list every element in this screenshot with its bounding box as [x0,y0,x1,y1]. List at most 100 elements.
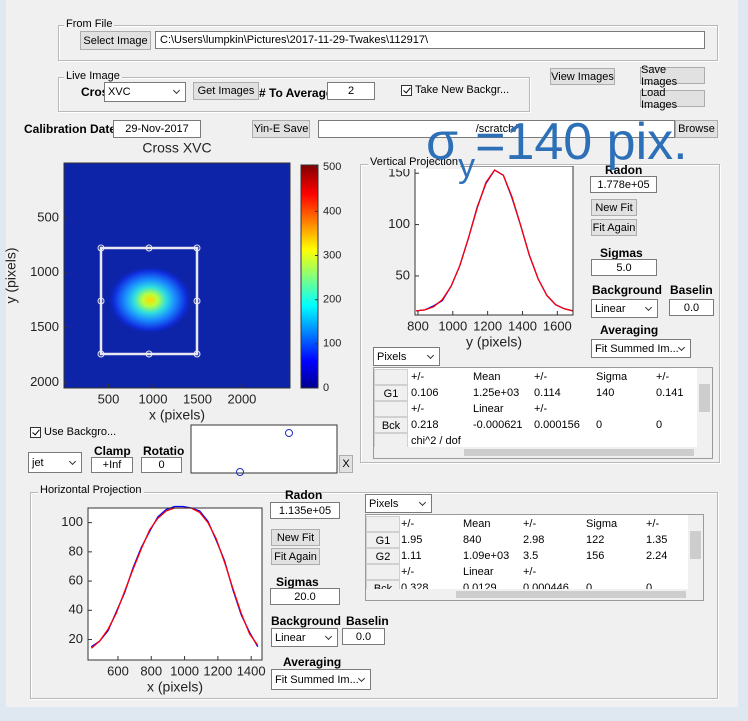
scrollbar[interactable] [688,515,703,600]
y-axis-label: y (pixels) [3,247,19,303]
table-cell: Linear [473,401,532,417]
row-header: G1 [374,385,408,401]
button[interactable]: Fit Again [591,219,637,236]
table-cell: 0 [596,417,654,433]
label: Averaging [283,655,341,669]
dropdown[interactable]: Linear [271,628,338,647]
colorbar [301,165,318,388]
checkbox-label: Use Backgro... [44,426,116,438]
table-cell: +/- [646,516,687,532]
table-cell: 0.000156 [534,417,594,433]
scrollbar[interactable] [697,368,712,458]
row-header [366,516,400,532]
dropdown[interactable]: XVC [104,82,186,102]
y-tick-label: 2000 [30,374,59,389]
row-header: G2 [366,548,400,564]
text-field[interactable]: 0.0 [669,299,714,316]
dropdown[interactable]: Linear [591,299,658,318]
row-header: Bck [374,417,408,433]
dropdown[interactable]: jet [28,452,82,473]
text-field[interactable]: 1.135e+05 [270,502,340,519]
button[interactable]: Get Images [193,82,259,100]
button[interactable]: Yin-E Save [252,120,310,138]
dropdown[interactable]: Pixels [373,347,440,366]
colorbar-tick-label: 100 [323,338,341,350]
table-cell: +/- [534,369,594,385]
label: Background [271,614,341,628]
scrollbar[interactable] [366,589,688,600]
label: Sigmas [600,246,643,260]
button[interactable]: Select Image [80,31,151,50]
table-cell: 1.95 [401,532,461,548]
table-cell: 0.141 [656,385,695,401]
row-header [366,564,400,580]
label: Averaging [600,323,658,337]
mini-plot [191,425,337,473]
checkbox[interactable] [401,85,412,96]
row-header [374,369,408,385]
colorbar-tick-label: 400 [323,205,341,217]
table-cell [586,564,644,580]
text-field[interactable]: 29-Nov-2017 [113,120,201,138]
scrollbar[interactable] [374,447,697,458]
button[interactable]: Fit Again [271,548,320,565]
label: Rotatio [143,444,184,458]
table-cell: 3.5 [523,548,584,564]
label: Sigmas [276,575,319,589]
table-cell: +/- [523,516,584,532]
table-cell: 0.218 [411,417,471,433]
text-field[interactable]: C:\Users\lumpkin\Pictures\2017-11-29-Twa… [155,31,705,49]
table-cell: Mean [463,516,521,532]
table-cell: +/- [534,401,594,417]
colorbar-tick-label: 0 [323,382,329,394]
text-field[interactable]: 1.778e+05 [590,176,657,193]
table-cell: Sigma [586,516,644,532]
table-cell: Linear [463,564,521,580]
table-cell [596,401,654,417]
dropdown[interactable]: Pixels [365,494,432,513]
table-cell: +/- [523,564,584,580]
dropdown[interactable]: Fit Summed Im... [591,339,691,358]
plot-title: Cross XVC [142,140,211,156]
text-field[interactable]: 20.0 [270,588,340,605]
button[interactable]: New Fit [271,529,320,546]
label: # To Average [259,86,333,100]
group-title: From File [64,18,114,31]
group-title: Horizontal Projection [38,484,144,497]
annotation-subscript: y [458,147,475,185]
checkbox[interactable] [30,427,41,438]
page: { "from_file": {"title": "From File", "s… [0,0,748,721]
table-cell: 0.114 [534,385,594,401]
text-field[interactable]: 0 [141,457,182,473]
app-window: 500100015002000500100015002000Cross XVCx… [0,0,748,721]
text-field[interactable]: 2 [327,82,375,100]
table-cell: 122 [586,532,644,548]
table-cell [656,401,695,417]
table-cell: 2.24 [646,548,687,564]
dropdown[interactable]: Fit Summed Im... [271,669,371,690]
results-table: 000.0004460.01290.328Bck+/-Linear+/-2.24… [365,514,704,601]
text-field[interactable]: 0.0 [342,628,385,645]
annotation-symbol: σ [426,113,458,171]
button[interactable]: X [339,455,353,473]
text-field[interactable]: 5.0 [591,259,657,276]
annotation-text: =140 pix. [475,113,688,171]
button[interactable]: Save Images [640,67,705,84]
colorbar-tick-label: 200 [323,294,341,306]
table-cell: -0.000621 [473,417,532,433]
checkbox-label: Take New Backgr... [415,84,509,96]
table-cell: 0 [656,417,695,433]
label: Radon [285,488,322,502]
table-cell: Mean [473,369,532,385]
button[interactable]: New Fit [591,199,637,216]
table-cell: 1.11 [401,548,461,564]
x-axis-label: x (pixels) [149,407,205,423]
label: Baselin [346,614,389,628]
table-cell: 840 [463,532,521,548]
button[interactable]: Load Images [640,90,705,107]
text-field[interactable]: +Inf [91,457,133,473]
table-cell: 140 [596,385,654,401]
button[interactable]: View Images [550,68,615,85]
y-tick-label: 500 [37,209,59,224]
